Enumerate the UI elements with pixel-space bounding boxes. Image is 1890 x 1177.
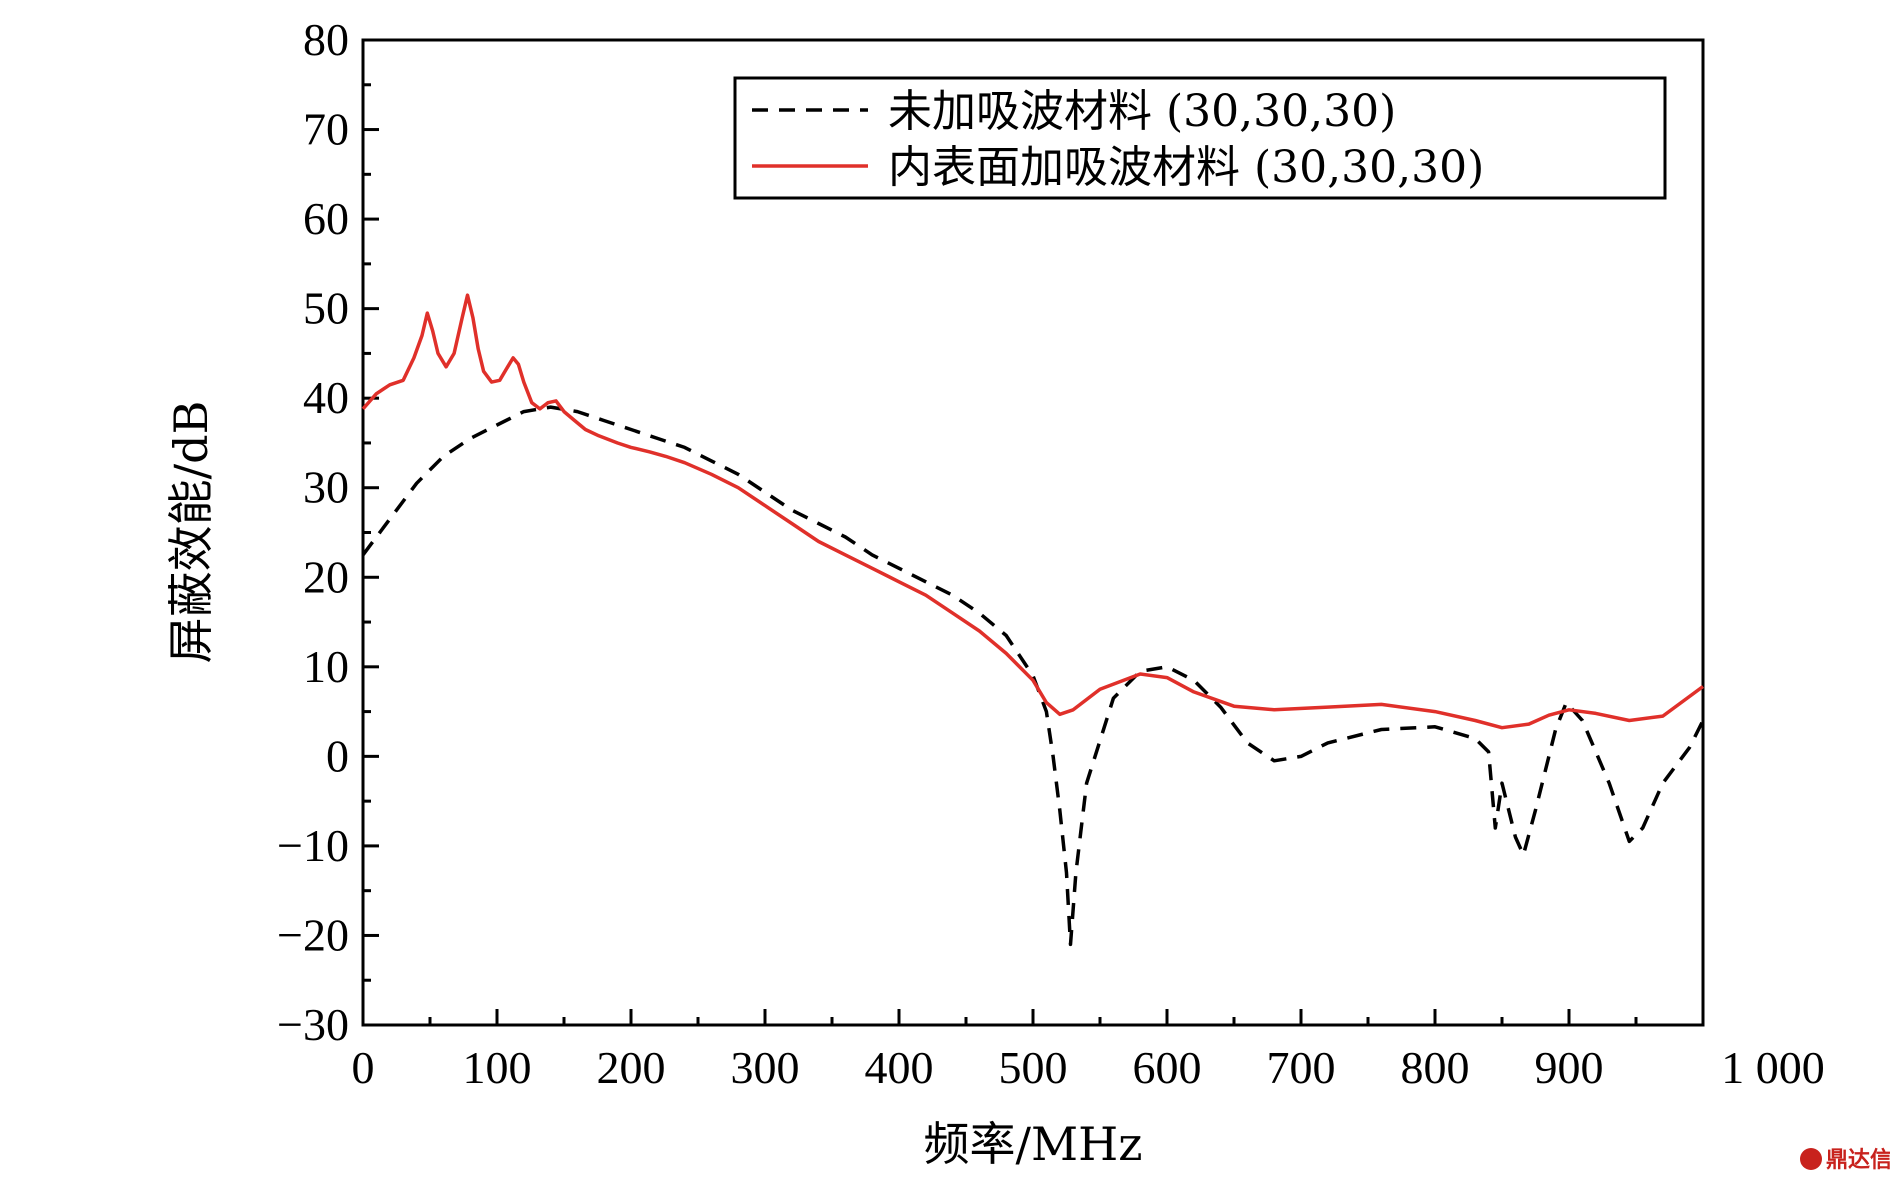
x-tick-label: 800 bbox=[1401, 1042, 1470, 1093]
x-tick-label: 200 bbox=[597, 1042, 666, 1093]
y-tick-label: −10 bbox=[277, 820, 349, 871]
x-axis-title: 频率/MHz bbox=[924, 1117, 1143, 1171]
watermark-logo-icon bbox=[1800, 1148, 1822, 1170]
y-tick-label: 60 bbox=[303, 193, 349, 244]
x-tick-label: 500 bbox=[999, 1042, 1068, 1093]
x-tick-label: 0 bbox=[352, 1042, 375, 1093]
y-tick-label: −30 bbox=[277, 999, 349, 1050]
y-tick-label: 40 bbox=[303, 372, 349, 423]
legend-label-series-1: 内表面加吸波材料 (30,30,30) bbox=[888, 142, 1484, 193]
x-tick-label: 300 bbox=[731, 1042, 800, 1093]
x-tick-label: 100 bbox=[463, 1042, 532, 1093]
series-layer bbox=[361, 293, 1705, 947]
y-tick-label: −20 bbox=[277, 909, 349, 960]
watermark-text: 鼎达信 bbox=[1826, 1147, 1890, 1173]
y-tick-label: 20 bbox=[303, 551, 349, 602]
x-tick-label: 1 000 bbox=[1721, 1042, 1825, 1093]
y-tick-label: 0 bbox=[326, 730, 349, 781]
x-tick-label: 600 bbox=[1133, 1042, 1202, 1093]
y-tick-label: 30 bbox=[303, 462, 349, 513]
y-tick-label: 70 bbox=[303, 104, 349, 155]
y-axis-ticks: −30 −20 −10 0 10 20 30 40 50 60 70 80 bbox=[277, 14, 379, 1050]
x-axis-ticks: 0 100 200 300 400 500 600 700 800 900 1 000 bbox=[352, 1009, 1825, 1093]
x-tick-label: 700 bbox=[1267, 1042, 1336, 1093]
legend-box bbox=[733, 76, 1667, 200]
series-line-0 bbox=[361, 405, 1705, 947]
y-axis-title: 屏蔽效能/dB bbox=[164, 401, 218, 664]
series-line-1 bbox=[361, 293, 1705, 730]
legend-label-series-0: 未加吸波材料 (30,30,30) bbox=[888, 86, 1396, 137]
watermark: 鼎达信 bbox=[1800, 1147, 1890, 1173]
y-tick-label: 50 bbox=[303, 283, 349, 334]
x-tick-label: 900 bbox=[1535, 1042, 1604, 1093]
legend: 未加吸波材料 (30,30,30) 内表面加吸波材料 (30,30,30) bbox=[733, 76, 1667, 200]
y-tick-label: 10 bbox=[303, 641, 349, 692]
x-tick-label: 400 bbox=[865, 1042, 934, 1093]
y-tick-label: 80 bbox=[303, 14, 349, 65]
